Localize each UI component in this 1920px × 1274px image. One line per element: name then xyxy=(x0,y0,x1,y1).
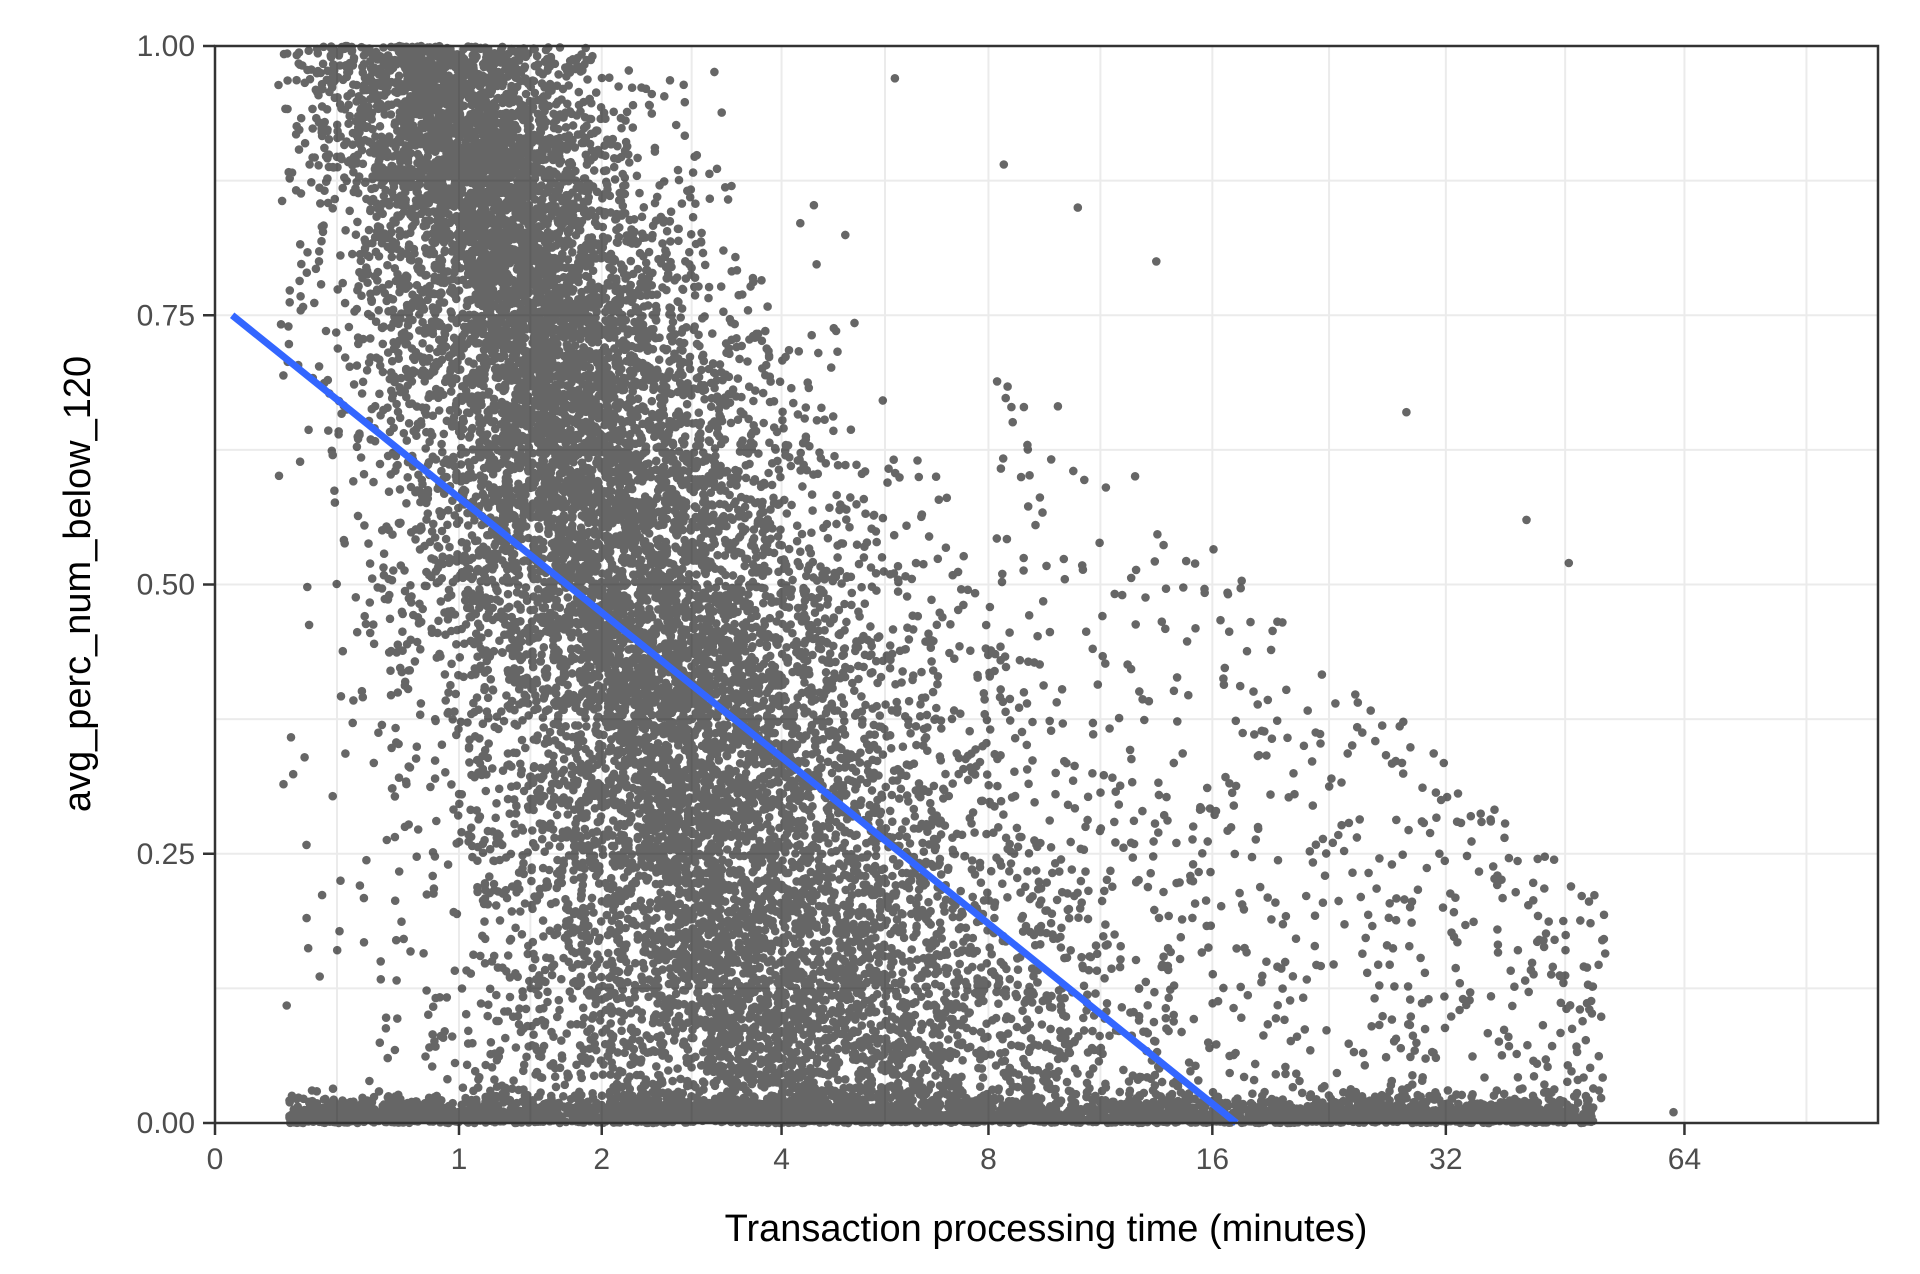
y-tick-label: 0.50 xyxy=(137,569,195,602)
y-tick-label: 0.25 xyxy=(137,838,195,871)
x-tick-label: 32 xyxy=(1429,1143,1462,1176)
x-axis: 0 1 2 4 8 16 32 64 xyxy=(207,1123,1701,1176)
x-axis-title: Transaction processing time (minutes) xyxy=(725,1208,1368,1250)
x-tick-label: 1 xyxy=(451,1143,468,1176)
x-tick-label: 4 xyxy=(773,1143,790,1176)
y-tick-label: 0.75 xyxy=(137,299,195,332)
regression-line xyxy=(229,312,1239,1126)
x-tick-label: 2 xyxy=(593,1143,610,1176)
gridlines xyxy=(215,46,1878,1123)
y-tick-label: 0.00 xyxy=(137,1107,195,1140)
y-axis: 0.00 0.25 0.50 0.75 1.00 xyxy=(137,30,215,1140)
y-tick-label: 1.00 xyxy=(137,30,195,63)
fit-line xyxy=(229,312,1239,1126)
x-tick-label: 16 xyxy=(1196,1143,1229,1176)
x-tick-label: 0 xyxy=(207,1143,224,1176)
scatter-point-cloud xyxy=(274,41,1678,1128)
x-tick-label: 64 xyxy=(1668,1143,1701,1176)
y-axis-title: avg_perc_num_below_120 xyxy=(57,356,99,812)
scatter-points xyxy=(274,41,1678,1128)
x-tick-label: 8 xyxy=(980,1143,997,1176)
